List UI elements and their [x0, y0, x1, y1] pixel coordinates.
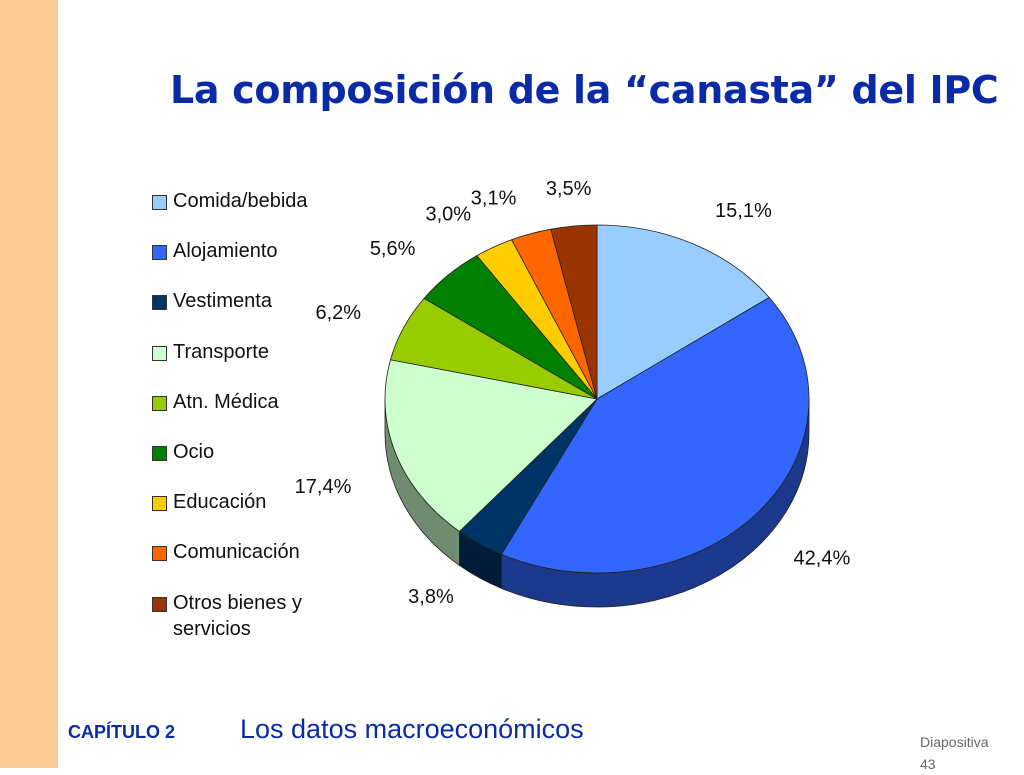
slice-data-label: 17,4% — [295, 476, 352, 498]
legend-label: Ocio — [173, 440, 215, 463]
legend-label: Comida/bebida — [173, 190, 308, 212]
legend-swatch — [152, 395, 167, 411]
pie-slice — [500, 296, 810, 574]
legend-item: Comida/bebida — [152, 188, 352, 238]
footer-chapter: CAPÍTULO 2 — [68, 722, 176, 742]
legend-swatch — [152, 596, 167, 612]
legend-label: Educación — [173, 491, 267, 514]
legend-label: Comunicación — [173, 541, 300, 564]
slide-number: 43 — [920, 756, 936, 772]
legend-swatch — [152, 295, 167, 311]
slice-data-label: 15,1% — [715, 200, 772, 222]
legend-label: Atn. Médica — [173, 390, 279, 413]
slide-title: La composición de la “canasta” del IPC — [170, 68, 999, 112]
legend-swatch — [152, 445, 167, 461]
legend-item: Transporte — [152, 339, 352, 389]
legend-label: Otros bienes y servicios — [173, 591, 302, 640]
left-accent-bar — [0, 0, 58, 768]
legend-item: Educación — [152, 489, 352, 539]
pie-slice — [596, 224, 770, 400]
slice-data-label: 6,2% — [315, 302, 361, 324]
legend-swatch — [152, 245, 167, 261]
slice-data-label: 42,4% — [794, 547, 851, 569]
legend-swatch — [152, 345, 167, 361]
legend-item: Vestimenta — [152, 288, 352, 338]
slice-data-label: 3,5% — [546, 178, 592, 200]
legend-label: Vestimenta — [173, 290, 272, 313]
legend-item: Alojamiento — [152, 238, 352, 288]
legend-label: Alojamiento — [173, 240, 278, 263]
footer-subject: Los datos macroeconómicos — [240, 714, 584, 744]
legend-item: Otros bienes y servicios — [152, 590, 352, 640]
pie-top — [384, 224, 810, 574]
legend-label: Transporte — [173, 340, 269, 363]
slide-word: Diapositiva — [920, 734, 989, 750]
pie-slice — [550, 224, 598, 400]
pie-labels: 15,1% 42,4% 3,8% 17,4% 6,2% 5,6% 3,0%3,1% 3,5% — [295, 178, 851, 608]
slice-data-label: 3,8% — [408, 586, 454, 608]
legend-swatch — [152, 195, 167, 210]
slide-number-label: Diapositiva 43 — [920, 731, 1020, 775]
legend-item: Comunicación — [152, 539, 352, 589]
chart-legend: Comida/bebida Alojamiento Vestimenta Transp… — [152, 188, 352, 640]
pie-slice — [384, 359, 598, 532]
slice-data-label: 5,6% — [370, 238, 416, 260]
legend-swatch — [152, 496, 167, 512]
legend-item: Ocio — [152, 439, 352, 489]
slice-data-label: 3,1% — [471, 187, 517, 209]
legend-item: Atn. Médica — [152, 389, 352, 439]
legend-swatch — [152, 546, 167, 562]
slice-data-label: 3,0% — [425, 204, 471, 226]
